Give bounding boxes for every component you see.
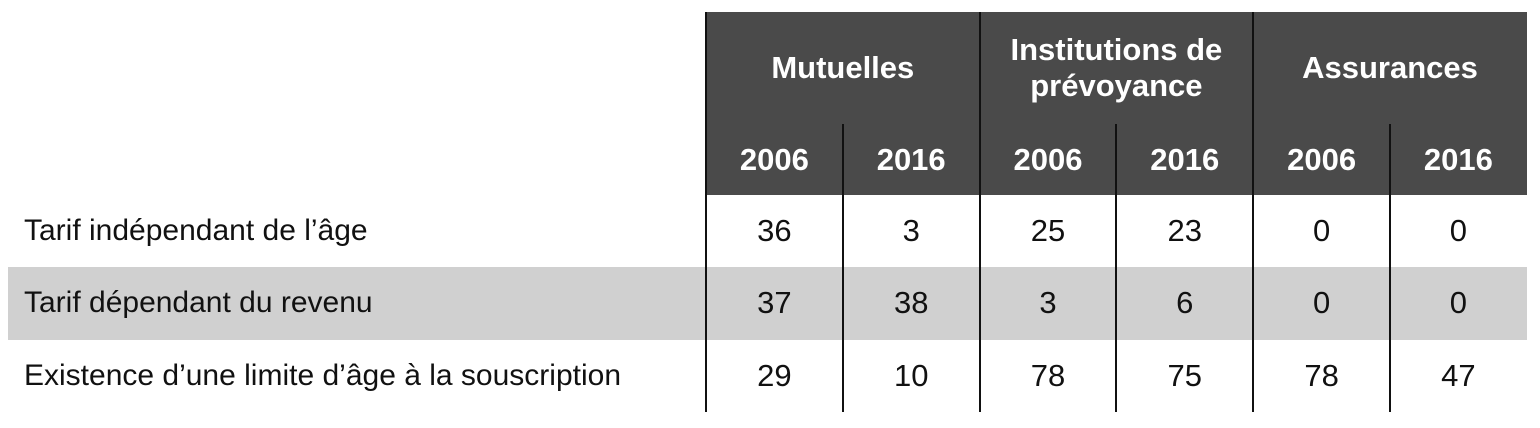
column-divider [1252, 12, 1255, 412]
cell-value: 36 [757, 213, 792, 249]
cell-value: 37 [757, 285, 792, 321]
group-header: Institutions de prévoyance [979, 12, 1254, 124]
column-divider [1115, 124, 1118, 412]
row-label: Tarif dépendant du revenu [24, 286, 373, 320]
cell-value: 0 [1312, 213, 1331, 249]
cell-value: 3 [1039, 285, 1057, 321]
cell-value: 29 [757, 357, 792, 393]
cell-value: 0 [1312, 285, 1331, 321]
cell-value: 47 [1441, 357, 1476, 393]
year-header: 2006 [979, 124, 1117, 195]
year-header: 2006 [1253, 124, 1390, 195]
cell-value: 0 [1449, 213, 1468, 249]
row-label: Tarif indépendant de l’âge [24, 214, 368, 248]
row-label: Existence d’une limite d’âge à la souscr… [24, 358, 621, 392]
year-header: 2016 [842, 124, 980, 195]
column-divider [1389, 124, 1391, 412]
cell-value: 78 [1030, 357, 1066, 393]
cell-value: 3 [902, 213, 920, 249]
group-header: Assurances [1253, 12, 1527, 124]
group-header: Mutuelles [706, 12, 980, 124]
cell-value: 0 [1449, 285, 1468, 321]
year-header: 2006 [706, 124, 843, 195]
column-divider [978, 12, 981, 412]
cell-value: 23 [1167, 213, 1203, 249]
column-divider [705, 12, 707, 412]
cell-value: 6 [1176, 285, 1194, 321]
cell-value: 38 [893, 285, 929, 321]
cell-value: 75 [1167, 357, 1203, 393]
column-divider [841, 124, 844, 412]
row-shading [8, 267, 1527, 340]
cell-value: 78 [1304, 357, 1339, 393]
year-header: 2016 [1390, 124, 1527, 195]
cell-value: 10 [893, 357, 929, 393]
cell-value: 25 [1030, 213, 1066, 249]
year-header: 2016 [1116, 124, 1254, 195]
